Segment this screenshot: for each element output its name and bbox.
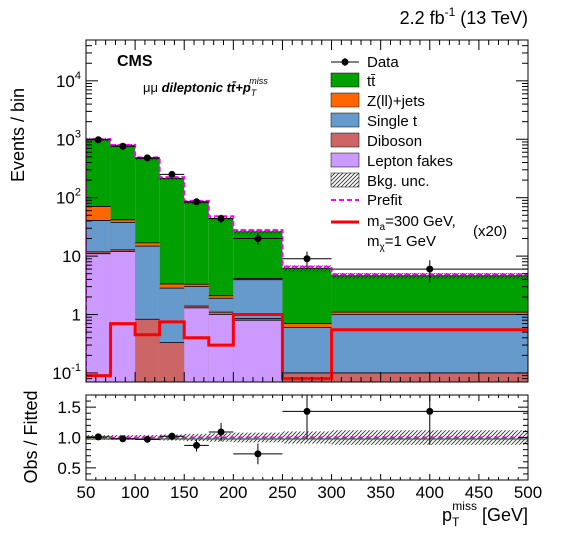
ratio-point-3 (168, 432, 176, 440)
prefit-line (86, 138, 528, 382)
bar-fakes-5 (208, 314, 234, 382)
x-tick-label: 400 (416, 483, 444, 502)
top-y-axis-title: Events / bin (8, 88, 28, 182)
ratio-y-ticks: 0.5 1.0 1.5 (57, 398, 528, 478)
ratio-point-5 (217, 428, 225, 436)
bar-diboson-2 (135, 319, 160, 382)
ratio-point-0 (94, 433, 102, 441)
x-tick-label: 100 (121, 483, 149, 502)
top-y-ticks: 10-1 1 10 102 103 104 (52, 39, 528, 383)
ratio-y-axis-title: Obs / Fitted (21, 390, 41, 483)
bar-fakes-1 (110, 251, 136, 382)
x-tick-label: 300 (317, 483, 345, 502)
ratio-point-6 (254, 450, 262, 458)
data-point-3 (168, 170, 176, 178)
legend-diboson-swatch (330, 132, 360, 148)
data-point-1 (119, 142, 127, 150)
legend-fakes-swatch (330, 152, 360, 168)
data-point-2 (143, 154, 151, 162)
ratio-point-7 (303, 407, 311, 415)
legend: Data tt̄ Z(ll)+jets Single t Diboson Lep… (330, 54, 507, 253)
top-ytick-label: 10-1 (52, 362, 81, 383)
ratio-point-2 (143, 435, 151, 443)
legend-signal-label-2: mχ=1 GeV (367, 233, 436, 253)
bar-fakes-0 (86, 253, 111, 382)
stack-histograms (86, 138, 528, 382)
x-tick-label: 200 (219, 483, 247, 502)
x-tick-label: 350 (366, 483, 394, 502)
top-ytick-label: 1 (72, 306, 81, 325)
legend-zjets-swatch (330, 92, 360, 108)
bar-fakes-6 (233, 320, 283, 382)
top-ytick-label: 102 (56, 187, 81, 208)
x-tick-label: 450 (465, 483, 493, 502)
legend-data-marker (341, 58, 349, 66)
bkg-unc-band-6 (233, 229, 283, 234)
legend-diboson-label: Diboson (367, 133, 422, 150)
x-tick-label: 500 (514, 483, 542, 502)
legend-signal-label-1: ma=300 GeV, (367, 213, 456, 233)
legend-singlet-label: Single t (367, 113, 418, 130)
legend-signal-scale: (x20) (473, 223, 507, 240)
legend-ttbar-label: tt̄ (367, 73, 376, 90)
legend-fakes-label: Lepton fakes (367, 153, 453, 170)
data-point-7 (303, 255, 311, 263)
bar-singlet-8 (331, 314, 528, 382)
x-tick-label: 150 (170, 483, 198, 502)
top-x-ticks (85, 40, 529, 382)
channel-label: μμ dileptonic tt̄+pTmiss (143, 76, 268, 98)
x-tick-label: 50 (77, 483, 96, 502)
luminance-label: 2.2 fb-1 (13 TeV) (400, 5, 528, 28)
bkg-unc-band-3 (159, 176, 185, 181)
ratio-point-4 (193, 441, 200, 449)
legend-prefit-label: Prefit (367, 192, 403, 209)
data-point-5 (217, 215, 225, 223)
ratio-band-4 (184, 433, 209, 442)
legend-zjets-label: Z(ll)+jets (367, 93, 425, 110)
legend-data-label: Data (367, 54, 399, 71)
signal-line (86, 313, 528, 381)
bar-diboson-3 (159, 342, 185, 382)
legend-bkgunc-label: Bkg. unc. (367, 173, 430, 190)
ratio-ytick-label: 0.5 (57, 459, 81, 478)
ratio-x-ticks: 50 100 150 200 250 300 350 400 450 500 (77, 395, 542, 502)
top-overlays (86, 136, 528, 382)
experiment-label: CMS (117, 53, 153, 70)
bar-fakes-4 (184, 307, 209, 382)
ratio-point-8 (426, 407, 434, 415)
legend-bkgunc-swatch (330, 172, 360, 188)
data-point-4 (193, 198, 200, 206)
legend-singlet-swatch (330, 112, 360, 128)
data-point-6 (254, 235, 262, 243)
data-point-0 (94, 136, 102, 144)
ratio-point-1 (119, 435, 127, 443)
x-axis-title: pTmiss [GeV] (442, 499, 528, 529)
top-ytick-label: 104 (56, 70, 81, 91)
data-point-8 (426, 265, 434, 273)
top-ytick-label: 10 (62, 247, 81, 266)
ratio-overlays (86, 395, 528, 465)
top-ytick-label: 103 (56, 128, 81, 149)
ratio-ytick-label: 1.0 (57, 429, 81, 448)
x-tick-label: 250 (268, 483, 296, 502)
legend-ttbar-swatch (330, 72, 360, 88)
ratio-ytick-label: 1.5 (57, 398, 81, 417)
